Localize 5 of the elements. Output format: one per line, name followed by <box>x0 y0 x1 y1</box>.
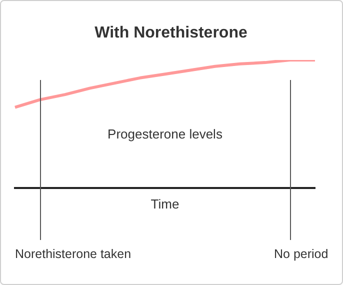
x-axis-title: Time <box>150 196 180 212</box>
text: No period <box>274 247 328 261</box>
text: Norethisterone taken <box>15 247 132 261</box>
y-axis-title: Progesterone levels <box>108 126 223 142</box>
chart-title: With Norethisterone <box>94 24 248 42</box>
